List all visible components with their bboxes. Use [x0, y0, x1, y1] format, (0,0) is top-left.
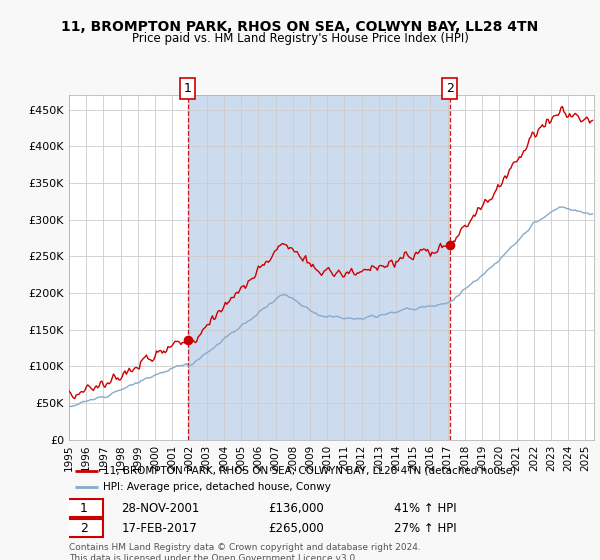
- Text: £136,000: £136,000: [269, 502, 324, 515]
- Text: Contains HM Land Registry data © Crown copyright and database right 2024.
This d: Contains HM Land Registry data © Crown c…: [69, 543, 421, 560]
- Text: 11, BROMPTON PARK, RHOS ON SEA, COLWYN BAY, LL28 4TN: 11, BROMPTON PARK, RHOS ON SEA, COLWYN B…: [61, 20, 539, 34]
- Point: [445, 241, 455, 250]
- FancyBboxPatch shape: [64, 519, 103, 537]
- Text: 27% ↑ HPI: 27% ↑ HPI: [395, 522, 457, 535]
- Text: 2: 2: [80, 522, 88, 535]
- Text: 41% ↑ HPI: 41% ↑ HPI: [395, 502, 457, 515]
- Text: 28-NOV-2001: 28-NOV-2001: [121, 502, 200, 515]
- Text: Price paid vs. HM Land Registry's House Price Index (HPI): Price paid vs. HM Land Registry's House …: [131, 32, 469, 45]
- Bar: [188, 95, 450, 440]
- Text: 11, BROMPTON PARK, RHOS ON SEA, COLWYN BAY, LL28 4TN (detached house): 11, BROMPTON PARK, RHOS ON SEA, COLWYN B…: [103, 465, 516, 475]
- Text: 17-FEB-2017: 17-FEB-2017: [121, 522, 197, 535]
- Text: HPI: Average price, detached house, Conwy: HPI: Average price, detached house, Conw…: [103, 482, 331, 492]
- Point: [183, 335, 193, 344]
- Text: 2: 2: [446, 82, 454, 95]
- Text: 1: 1: [184, 82, 192, 95]
- FancyBboxPatch shape: [64, 499, 103, 517]
- Text: £265,000: £265,000: [269, 522, 324, 535]
- Text: 1: 1: [80, 502, 88, 515]
